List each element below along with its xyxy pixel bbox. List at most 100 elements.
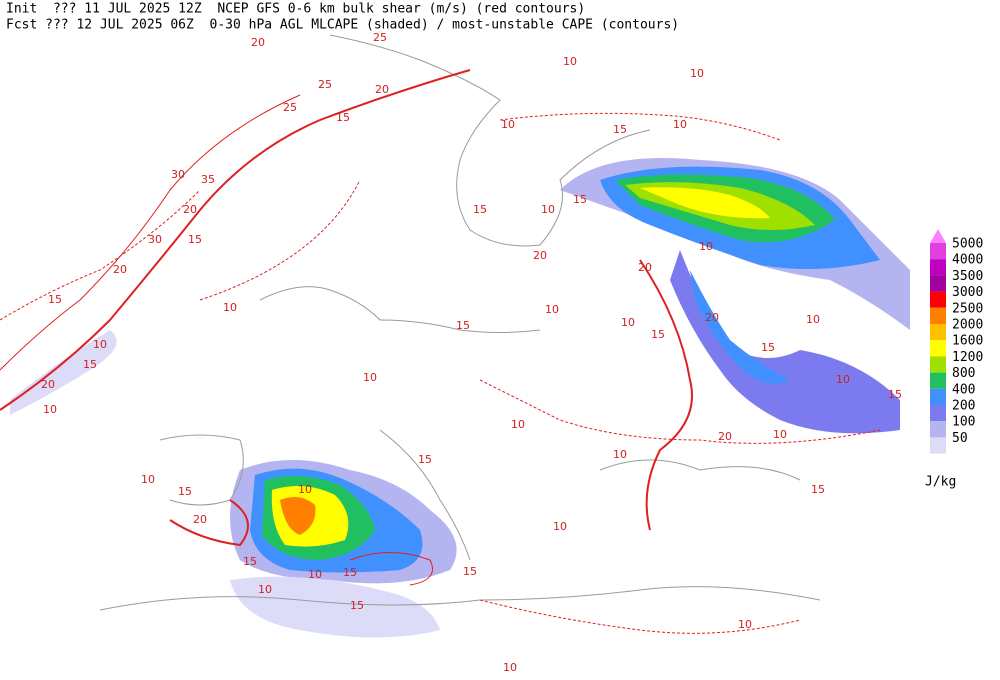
contour-label: 10 <box>541 203 555 216</box>
contour-label: 25 <box>373 31 387 44</box>
cape-area <box>690 270 790 384</box>
contour-label: 15 <box>188 233 202 246</box>
legend-swatch <box>930 324 946 341</box>
contour-label: 10 <box>699 240 713 253</box>
legend: J/kg <box>925 229 956 490</box>
contour-label: 10 <box>690 67 704 80</box>
contour-label: 15 <box>613 123 627 136</box>
cape-area <box>640 187 770 219</box>
legend-swatch <box>930 356 946 373</box>
legend-unit: J/kg <box>925 475 956 490</box>
legend-swatch <box>930 437 946 454</box>
contour-label: 10 <box>511 418 525 431</box>
contour-label: 15 <box>336 111 350 124</box>
legend-swatch <box>930 275 946 292</box>
contour-label: 10 <box>503 661 517 674</box>
contour-label: 30 <box>148 233 162 246</box>
legend-label: 2500 <box>952 301 983 316</box>
contour-label: 15 <box>243 555 257 568</box>
contour-label: 35 <box>201 173 215 186</box>
legend-label: 2000 <box>952 318 983 333</box>
contour-label: 20 <box>41 378 55 391</box>
legend-label: 400 <box>952 382 975 397</box>
contour-label: 10 <box>501 118 515 131</box>
contour-label: 20 <box>705 311 719 324</box>
legend-label: 50 <box>952 431 968 446</box>
shear-contours <box>0 69 881 634</box>
contour-label: 20 <box>193 513 207 526</box>
contour-label: 10 <box>621 316 635 329</box>
contour-label: 20 <box>183 203 197 216</box>
legend-label: 800 <box>952 366 975 381</box>
legend-label: 5000 <box>952 237 983 252</box>
contour-label: 20 <box>718 430 732 443</box>
legend-swatch <box>930 259 946 276</box>
contour-label: 10 <box>773 428 787 441</box>
contour-label: 15 <box>343 566 357 579</box>
contour-label: 10 <box>806 313 820 326</box>
legend-swatch <box>930 388 946 405</box>
cape-area <box>230 576 440 638</box>
contour-label: 15 <box>473 203 487 216</box>
contour-label: 15 <box>888 388 902 401</box>
contour-label: 10 <box>141 473 155 486</box>
legend-swatch <box>930 421 946 438</box>
contour-label: 10 <box>308 568 322 581</box>
legend-label: 3000 <box>952 285 983 300</box>
cape-area <box>10 330 117 415</box>
contour-label: 25 <box>283 101 297 114</box>
contour-label: 10 <box>93 338 107 351</box>
contour-label: 10 <box>545 303 559 316</box>
contour-label: 15 <box>651 328 665 341</box>
contour-label: 15 <box>456 319 470 332</box>
legend-label: 100 <box>952 415 975 430</box>
legend-label: 1200 <box>952 350 983 365</box>
legend-label: 200 <box>952 399 975 414</box>
contour-label: 20 <box>251 36 265 49</box>
contour-label: 15 <box>463 565 477 578</box>
contour-label: 10 <box>738 618 752 631</box>
legend-label: 3500 <box>952 269 983 284</box>
contour-label: 30 <box>171 168 185 181</box>
header-line: Init ??? 11 JUL 2025 12Z NCEP GFS 0-6 km… <box>6 2 585 17</box>
contour-label: 10 <box>43 403 57 416</box>
contour-label: 10 <box>673 118 687 131</box>
contour-label: 15 <box>761 341 775 354</box>
legend-swatch <box>930 291 946 308</box>
contour-label: 15 <box>418 453 432 466</box>
legend-swatch <box>930 340 946 357</box>
contour-label: 15 <box>83 358 97 371</box>
legend-swatch <box>930 307 946 324</box>
legend-swatch <box>930 405 946 422</box>
contour-label: 20 <box>638 261 652 274</box>
legend-label: 4000 <box>952 253 983 268</box>
contour-label: 15 <box>811 483 825 496</box>
cape-area <box>670 250 900 434</box>
contour-label: 15 <box>48 293 62 306</box>
header-line: Fcst ??? 12 JUL 2025 06Z 0-30 hPa AGL ML… <box>6 18 679 33</box>
contour-label: 10 <box>223 301 237 314</box>
contour-label: 20 <box>375 83 389 96</box>
contour-label: 15 <box>350 599 364 612</box>
cape-shading <box>10 158 910 638</box>
coastlines <box>99 34 821 611</box>
contour-label: 10 <box>836 373 850 386</box>
contour-label: 10 <box>563 55 577 68</box>
contour-label: 10 <box>553 520 567 533</box>
cape-area <box>280 496 316 535</box>
contour-label: 10 <box>613 448 627 461</box>
contour-label: 10 <box>298 483 312 496</box>
contour-label: 25 <box>318 78 332 91</box>
legend-arrow <box>930 229 946 243</box>
contour-label: 15 <box>573 193 587 206</box>
legend-swatch <box>930 243 946 260</box>
contour-label: 15 <box>178 485 192 498</box>
legend-swatch <box>930 372 946 389</box>
contour-label: 20 <box>113 263 127 276</box>
contour-label: 20 <box>533 249 547 262</box>
contour-label: 10 <box>258 583 272 596</box>
legend-label: 1600 <box>952 334 983 349</box>
contour-label: 10 <box>363 371 377 384</box>
